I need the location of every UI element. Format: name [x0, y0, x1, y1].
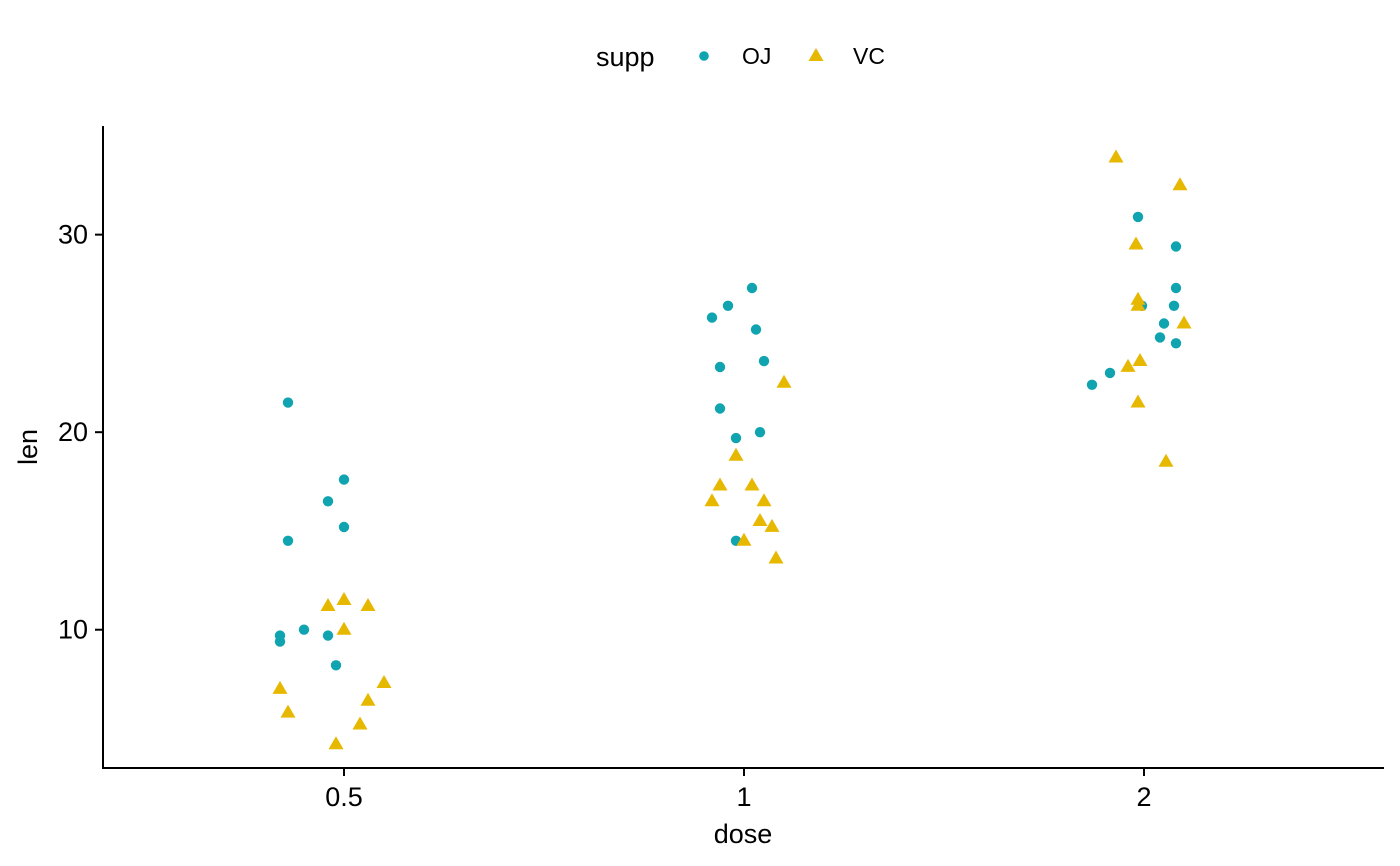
y-ticks: 10 20 30: [58, 220, 103, 645]
point-vc: [280, 704, 296, 718]
point-vc: [1132, 353, 1148, 366]
x-tick-label: 1: [736, 782, 751, 812]
point-vc: [768, 550, 784, 564]
point-vc: [728, 447, 744, 461]
point-vc: [1130, 394, 1146, 408]
point-oj: [338, 474, 350, 485]
point-vc: [756, 493, 772, 507]
point-vc: [320, 598, 336, 611]
point-vc: [752, 513, 768, 526]
point-oj: [754, 427, 766, 438]
point-oj: [714, 361, 726, 373]
point-oj: [322, 496, 334, 507]
point-oj: [1132, 211, 1144, 223]
point-vc: [328, 736, 344, 750]
point-oj: [1170, 241, 1182, 252]
plot-area: [272, 149, 1192, 750]
point-oj: [1104, 367, 1116, 379]
point-oj: [1170, 338, 1182, 349]
point-vc: [776, 374, 792, 388]
point-oj: [1170, 282, 1182, 294]
legend-title: supp: [596, 42, 655, 72]
y-tick-label: 30: [58, 220, 88, 250]
point-vc: [1130, 297, 1146, 311]
point-oj: [282, 535, 294, 546]
series-oj: [274, 211, 1182, 671]
point-vc: [1120, 358, 1136, 372]
x-ticks: 0.5 1 2: [325, 768, 1152, 812]
point-vc: [1176, 315, 1192, 329]
point-vc: [336, 592, 352, 605]
point-vc: [352, 716, 368, 730]
point-oj: [1168, 300, 1180, 311]
y-tick-label: 20: [58, 417, 88, 447]
point-vc: [1158, 453, 1174, 467]
point-vc: [1172, 177, 1188, 191]
point-vc: [272, 680, 288, 694]
point-oj: [730, 432, 742, 444]
point-vc: [376, 675, 392, 688]
x-axis-title: dose: [714, 819, 773, 849]
y-tick-label: 10: [58, 615, 88, 645]
point-oj: [750, 324, 762, 335]
point-oj: [298, 624, 310, 635]
point-oj: [746, 282, 758, 294]
legend: supp OJ VC: [596, 42, 885, 72]
point-vc: [712, 477, 728, 491]
point-oj: [274, 636, 286, 647]
legend-key-vc: [808, 48, 824, 61]
point-oj: [706, 312, 718, 323]
point-oj: [1158, 318, 1170, 329]
point-vc: [1108, 149, 1124, 163]
point-oj: [1086, 379, 1098, 390]
legend-label-vc: VC: [853, 43, 885, 69]
legend-label-oj: OJ: [742, 43, 771, 69]
point-oj: [714, 403, 726, 414]
point-vc: [744, 477, 760, 491]
point-oj: [322, 630, 334, 641]
point-oj: [282, 397, 294, 408]
point-vc: [360, 598, 376, 611]
point-vc: [704, 493, 720, 507]
x-tick-label: 2: [1136, 782, 1151, 812]
point-oj: [722, 300, 734, 311]
point-vc: [336, 621, 352, 635]
point-oj: [758, 355, 770, 367]
series-vc: [272, 149, 1192, 750]
legend-key-oj: [699, 51, 709, 61]
y-axis-title: len: [13, 429, 43, 465]
point-oj: [338, 521, 350, 533]
point-vc: [1128, 236, 1144, 250]
point-vc: [360, 692, 376, 706]
x-tick-label: 0.5: [325, 782, 363, 812]
point-vc: [736, 532, 752, 546]
point-oj: [330, 660, 342, 671]
point-vc: [764, 518, 780, 532]
point-oj: [1154, 332, 1166, 343]
